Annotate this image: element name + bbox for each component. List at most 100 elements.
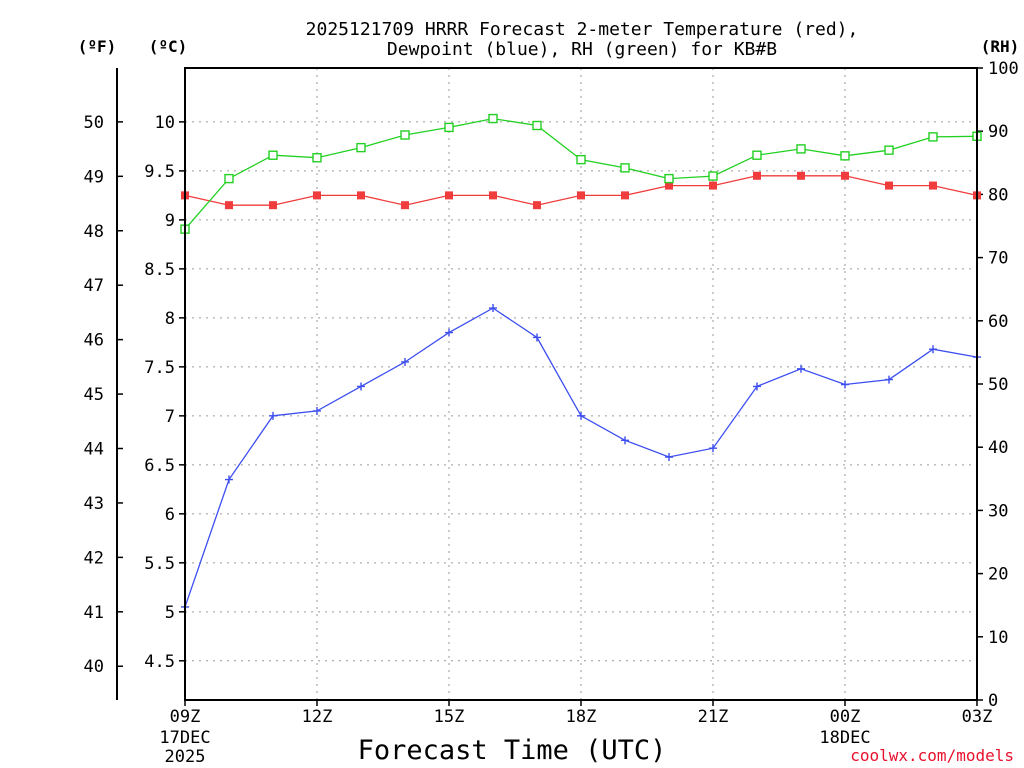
relative-humidity-point xyxy=(312,153,322,163)
rh-tick-label: 30 xyxy=(988,501,1008,521)
fahrenheit-tick-label: 42 xyxy=(84,548,104,568)
fahrenheit-tick-label: 41 xyxy=(84,603,104,623)
rh-tick-label: 40 xyxy=(988,438,1008,458)
dewpoint-point xyxy=(621,436,629,445)
relative-humidity-point xyxy=(488,113,498,124)
2-meter-temperature-point xyxy=(533,201,541,210)
fahrenheit-tick-label: 44 xyxy=(84,440,104,460)
dewpoint-point xyxy=(929,345,937,354)
2-meter-temperature-point xyxy=(709,181,717,190)
fahrenheit-tick-label: 40 xyxy=(84,657,104,677)
rh-tick-label: 60 xyxy=(988,312,1008,332)
x-tick-sublabel: 17DEC xyxy=(159,728,210,748)
fahrenheit-tick-label: 47 xyxy=(84,276,104,296)
relative-humidity-point xyxy=(400,130,410,140)
rh-tick-label: 10 xyxy=(988,628,1008,648)
celsius-tick-label: 8.5 xyxy=(144,260,175,280)
relative-humidity-point xyxy=(356,142,366,153)
celsius-tick-label: 7 xyxy=(165,407,175,427)
dewpoint-point xyxy=(709,444,717,453)
celsius-tick-label: 4.5 xyxy=(144,652,175,672)
fahrenheit-tick-label: 43 xyxy=(84,494,104,514)
2-meter-temperature-point xyxy=(577,191,585,200)
dewpoint-point xyxy=(313,406,321,415)
dewpoint-point xyxy=(665,452,673,461)
2-meter-temperature-point xyxy=(621,191,629,200)
fahrenheit-unit-label: (ºF) xyxy=(78,37,117,56)
relative-humidity-point xyxy=(928,132,938,142)
2-meter-temperature-point xyxy=(225,201,233,210)
chart-title-line-2: Dewpoint (blue), RH (green) for KB#B xyxy=(387,39,777,60)
2-meter-temperature-point xyxy=(885,181,893,190)
x-tick-label: 03Z xyxy=(962,707,993,727)
x-tick-label: 15Z xyxy=(434,707,465,727)
plot-frame xyxy=(184,67,978,701)
rh-tick-label: 90 xyxy=(988,122,1008,142)
dewpoint-point xyxy=(269,411,277,420)
dewpoint-point xyxy=(533,333,541,342)
relative-humidity-point xyxy=(840,151,850,161)
celsius-unit-label: (ºC) xyxy=(149,37,188,56)
series-layer xyxy=(180,113,982,611)
celsius-tick-label: 6.5 xyxy=(144,456,175,476)
relative-humidity-point xyxy=(884,145,894,155)
dewpoint-point xyxy=(357,382,365,391)
relative-humidity-point xyxy=(708,171,718,181)
rh-tick-label: 0 xyxy=(988,691,998,711)
credit-text: coolwx.com/models xyxy=(850,746,1014,765)
2-meter-temperature-point xyxy=(753,171,761,180)
dewpoint-point xyxy=(797,364,805,373)
rh-unit-label: (RH) xyxy=(981,37,1020,56)
2-meter-temperature-point xyxy=(357,191,365,200)
celsius-tick-label: 7.5 xyxy=(144,358,175,378)
fahrenheit-tick-label: 45 xyxy=(84,385,104,405)
dewpoint-point xyxy=(577,411,585,420)
fahrenheit-tick-label: 48 xyxy=(84,222,104,242)
dewpoint-point xyxy=(885,375,893,384)
x-tick-label: 12Z xyxy=(302,707,333,727)
rh-tick-label: 20 xyxy=(988,565,1008,585)
celsius-tick-label: 5.5 xyxy=(144,554,175,574)
rh-tick-label: 100 xyxy=(988,59,1019,79)
2-meter-temperature-point xyxy=(841,171,849,180)
rh-tick-label: 80 xyxy=(988,185,1008,205)
dewpoint-line xyxy=(184,307,978,608)
relative-humidity-point xyxy=(532,120,542,131)
celsius-tick-label: 10 xyxy=(155,113,175,133)
x-tick-label: 09Z xyxy=(170,707,201,727)
2-meter-temperature-point xyxy=(665,181,673,190)
relative-humidity-point xyxy=(664,173,674,184)
celsius-tick-label: 9 xyxy=(165,211,175,231)
relative-humidity-point xyxy=(268,150,278,160)
2-meter-temperature-point xyxy=(401,201,409,210)
fahrenheit-tick-label: 46 xyxy=(84,331,104,351)
rh-tick-label: 70 xyxy=(988,249,1008,269)
relative-humidity-point xyxy=(752,150,762,160)
chart-title-line-1: 2025121709 HRRR Forecast 2-meter Tempera… xyxy=(306,19,859,40)
celsius-tick-label: 5 xyxy=(165,603,175,623)
rh-tick-label: 50 xyxy=(988,375,1008,395)
x-tick-label: 21Z xyxy=(698,707,729,727)
2-meter-temperature-point xyxy=(269,201,277,210)
fahrenheit-tick-label: 50 xyxy=(84,113,104,133)
dewpoint-point xyxy=(401,357,409,366)
x-tick-label: 00Z xyxy=(830,707,861,727)
relative-humidity-point xyxy=(444,122,454,133)
relative-humidity-point xyxy=(620,163,630,173)
x-tick-sublabel: 18DEC xyxy=(819,728,870,748)
celsius-tick-label: 9.5 xyxy=(144,162,175,182)
dewpoint-point xyxy=(445,328,453,337)
x-axis-title: Forecast Time (UTC) xyxy=(358,735,667,766)
dewpoint-point xyxy=(753,382,761,391)
dewpoint-point xyxy=(489,304,497,313)
dewpoint-point xyxy=(225,475,233,484)
x-tick-sublabel: 2025 xyxy=(165,747,206,767)
2-meter-temperature-point xyxy=(445,191,453,200)
relative-humidity-point xyxy=(224,173,234,184)
celsius-tick-label: 6 xyxy=(165,505,175,525)
fahrenheit-tick-label: 49 xyxy=(84,167,104,187)
x-tick-label: 18Z xyxy=(566,707,597,727)
relative-humidity-point xyxy=(796,144,806,154)
